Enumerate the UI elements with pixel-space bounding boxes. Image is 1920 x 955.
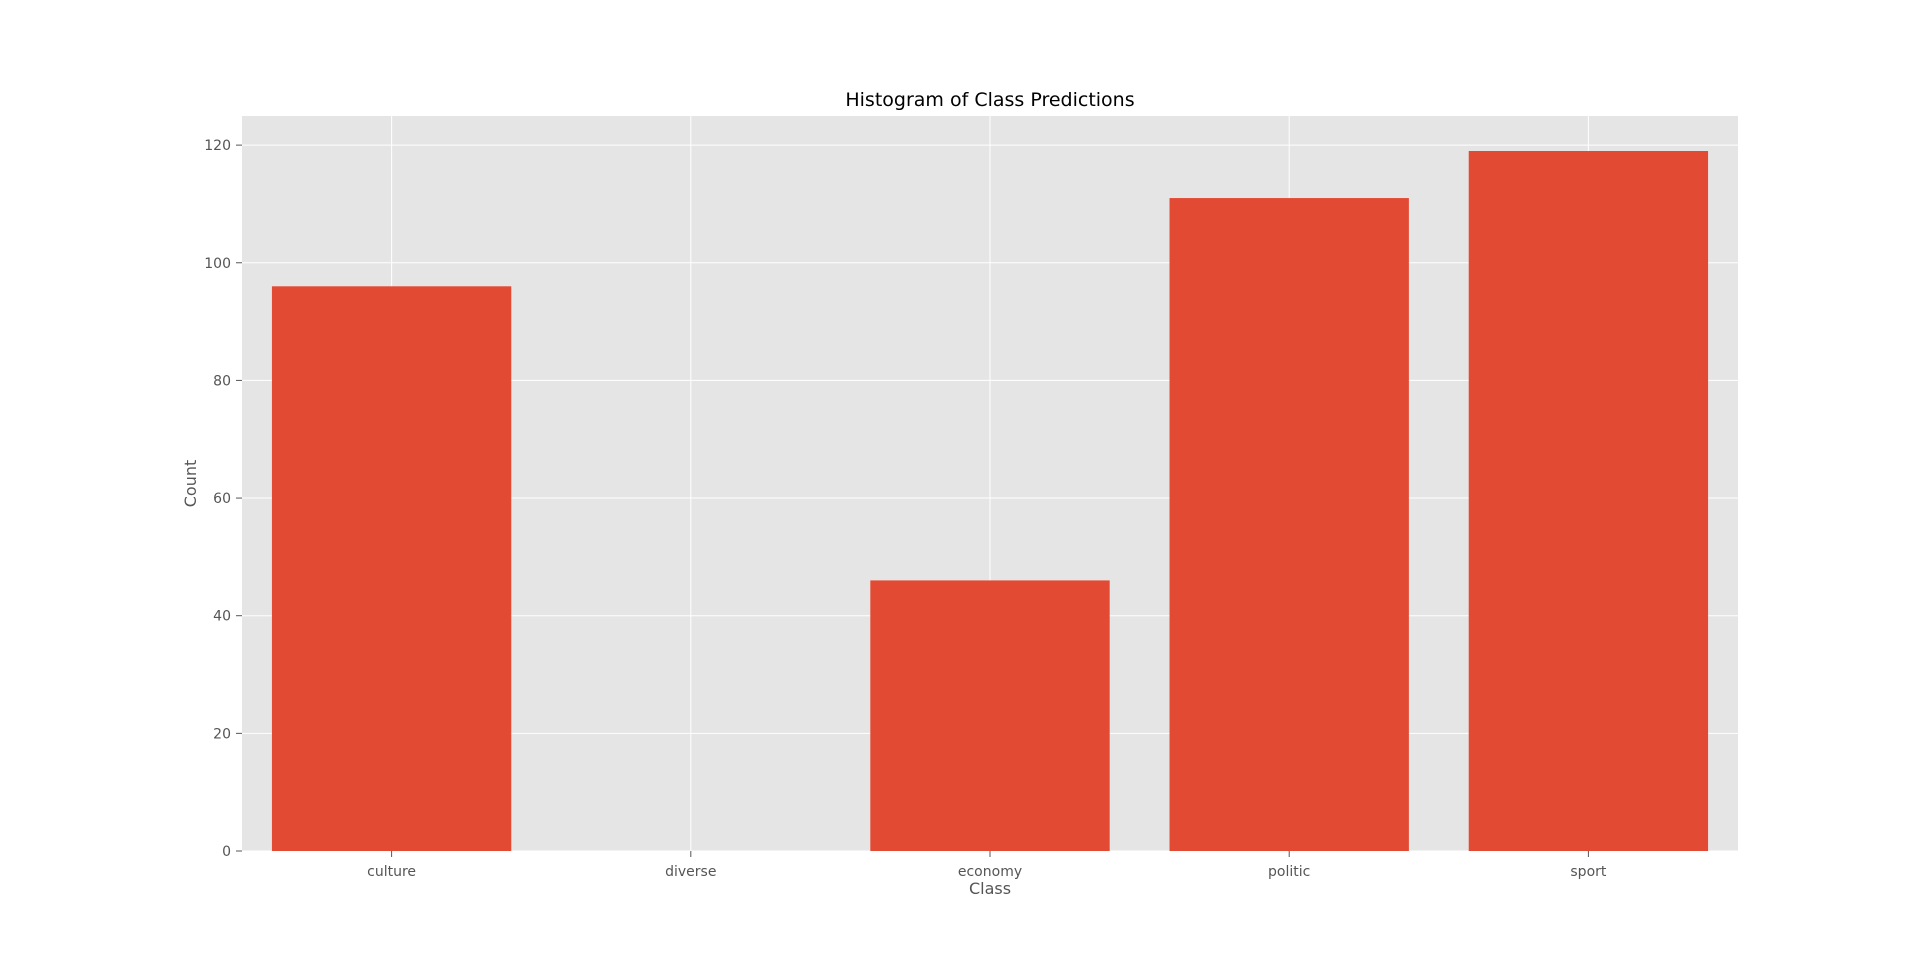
x-tick-label: culture [367, 864, 416, 880]
y-tick-label: 80 [213, 373, 231, 389]
y-axis-label: Count [181, 460, 200, 508]
y-tick-label: 20 [213, 726, 231, 742]
x-tick-label: politic [1268, 864, 1310, 880]
x-tick-label: sport [1570, 864, 1607, 880]
x-tick-label: diverse [665, 864, 716, 880]
x-axis-ticks: culture diverse economy politic sport [367, 851, 1607, 880]
y-axis-ticks: 0 20 40 60 80 100 120 [204, 138, 242, 860]
y-tick-label: 0 [222, 844, 231, 860]
x-tick-label: economy [958, 864, 1022, 880]
chart-title: Histogram of Class Predictions [845, 89, 1134, 111]
bar-culture [271, 286, 512, 851]
y-tick-label: 100 [204, 256, 231, 272]
bar-economy [870, 580, 1110, 851]
y-tick-label: 60 [213, 491, 231, 507]
y-tick-label: 120 [204, 138, 231, 154]
y-tick-label: 40 [213, 609, 231, 625]
bars [271, 151, 1709, 851]
bar-politic [1169, 198, 1409, 851]
bar-sport [1468, 151, 1709, 851]
x-axis-label: Class [969, 879, 1011, 898]
